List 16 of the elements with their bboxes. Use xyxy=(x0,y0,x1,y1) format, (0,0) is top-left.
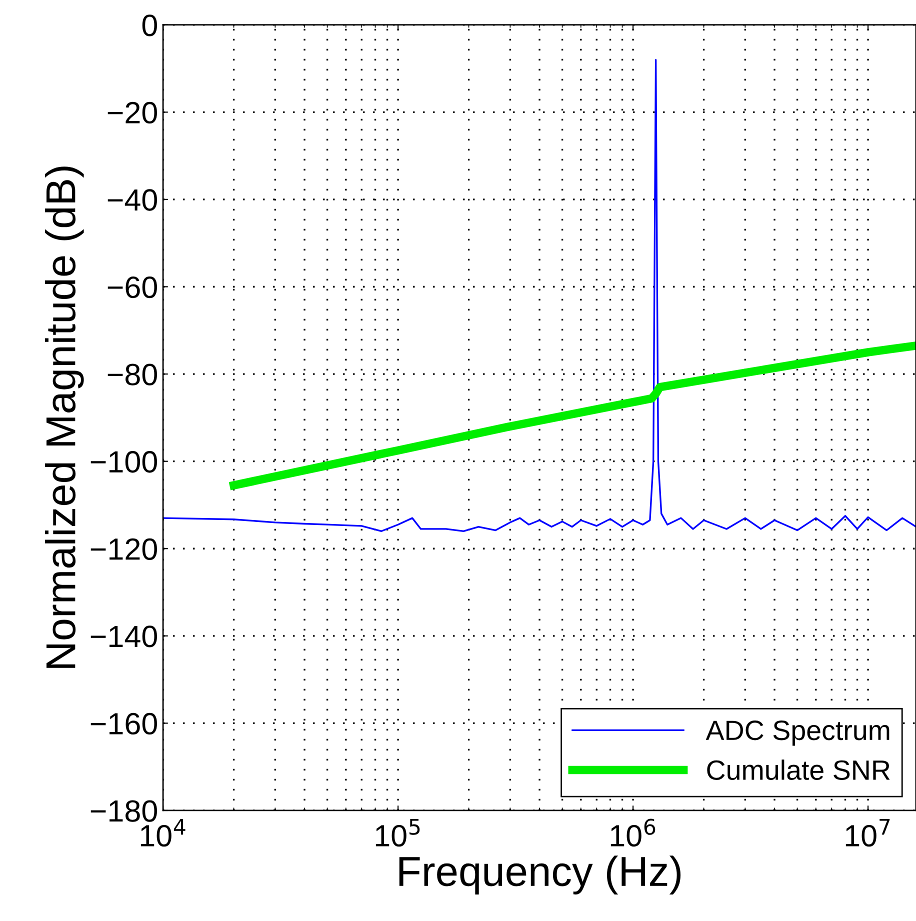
y-tick-label: −40 xyxy=(108,189,157,211)
y-axis-title: Normalized Magnitude (dB) xyxy=(44,166,84,668)
y-tick-label: −160 xyxy=(90,712,157,735)
x-tick-label: 10$^{6}$ xyxy=(610,818,656,847)
y-tick-label: −100 xyxy=(90,451,157,473)
legend-label: Cumulate SNR xyxy=(707,760,890,780)
y-tick-label: −60 xyxy=(108,276,157,298)
y-tick-label: −20 xyxy=(108,102,157,124)
y-tick-label: −120 xyxy=(90,538,157,560)
x-tick-label: 10$^{7}$ xyxy=(846,819,890,847)
y-tick-label: −140 xyxy=(90,626,157,648)
x-axis-title: Frequency (Hz) xyxy=(399,856,680,894)
x-tick-label: 10$^{5}$ xyxy=(376,819,420,847)
y-tick-label: 0 xyxy=(142,14,157,36)
y-tick-label: −80 xyxy=(108,364,157,386)
legend-label: ADC Spectrum xyxy=(706,720,890,746)
